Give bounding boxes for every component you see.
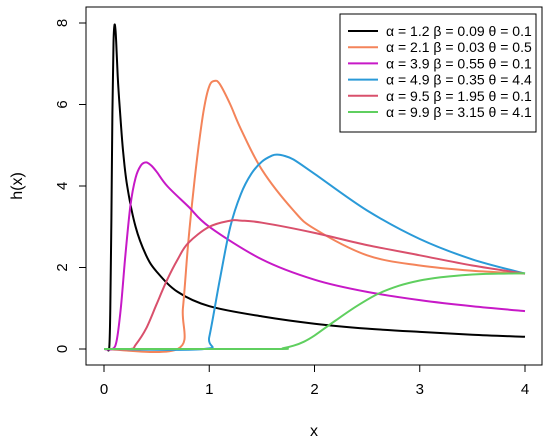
y-tick-label: 4 xyxy=(54,182,71,190)
series-line-2 xyxy=(103,79,526,354)
y-tick-label: 8 xyxy=(54,19,71,27)
y-tick-label: 6 xyxy=(54,100,71,108)
legend-label-4: α = 4.9 β = 0.35 θ = 4.4 xyxy=(386,72,532,88)
x-axis-title: x xyxy=(310,423,318,440)
legend-label-1: α = 1.2 β = 0.09 θ = 0.1 xyxy=(386,23,532,39)
x-axis: 0 1 2 3 4 xyxy=(100,364,529,398)
legend-label-2: α = 2.1 β = 0.03 θ = 0.5 xyxy=(386,39,532,55)
y-tick-label: 0 xyxy=(54,345,71,353)
x-tick-label: 1 xyxy=(205,381,213,398)
series-layer xyxy=(103,23,526,354)
x-tick-label: 0 xyxy=(100,381,108,398)
legend: α = 1.2 β = 0.09 θ = 0.1α = 2.1 β = 0.03… xyxy=(339,13,537,133)
legend-label-3: α = 3.9 β = 0.55 θ = 0.1 xyxy=(386,55,532,71)
legend-label-6: α = 9.9 β = 3.15 θ = 4.1 xyxy=(386,104,532,120)
series-line-3 xyxy=(103,161,526,351)
series-line-6 xyxy=(103,272,526,351)
x-tick-label: 2 xyxy=(310,381,318,398)
series-line-1 xyxy=(103,23,526,352)
y-tick-label: 2 xyxy=(54,263,71,271)
series-line-4 xyxy=(103,153,526,351)
x-tick-label: 4 xyxy=(521,381,529,398)
y-axis-title: h(x) xyxy=(9,172,26,200)
x-tick-label: 3 xyxy=(416,381,424,398)
series-line-5 xyxy=(103,219,526,351)
legend-label-5: α = 9.5 β = 1.95 θ = 0.1 xyxy=(386,88,532,104)
y-axis: 0 2 4 6 8 xyxy=(54,19,87,353)
